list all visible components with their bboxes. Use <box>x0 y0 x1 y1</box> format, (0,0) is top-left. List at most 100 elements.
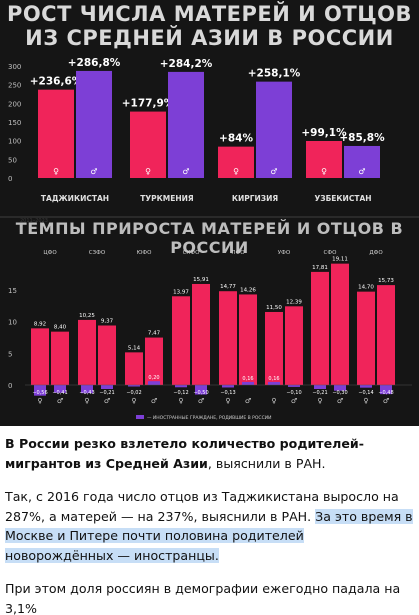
data-label-russian-born: −0,56 <box>32 390 47 396</box>
male-symbol: ♂ <box>182 167 189 176</box>
district-label: СЗФО <box>89 250 106 256</box>
bar-male <box>192 283 210 385</box>
male-symbol: ♂ <box>337 397 343 405</box>
chart2-title: ТЕМПЫ ПРИРОСТА МАТЕРЕЙ И ОТЦОВ В РОССИИ <box>15 219 404 257</box>
bar-male <box>256 81 292 178</box>
data-label: +84% <box>219 133 253 145</box>
male-symbol: ♂ <box>104 397 110 405</box>
data-label: +258,1% <box>248 68 301 80</box>
male-symbol: ♂ <box>245 397 251 405</box>
legend-label: — ИНОСТРАННЫЕ ГРАЖДАНЕ, РОДИВШИЕ В РОССИ… <box>147 415 271 421</box>
bar-russian-born <box>288 385 300 387</box>
male-symbol: ♂ <box>383 397 389 405</box>
bar-russian-born <box>128 385 140 387</box>
bar-male <box>145 337 163 385</box>
bar-female <box>306 141 342 178</box>
data-label-russian-born: −0,41 <box>52 390 67 396</box>
y-tick-label: 200 <box>8 100 21 108</box>
chart-image-country-growth[interactable]: РОСТ ЧИСЛА МАТЕРЕЙ И ОТЦОВ ИЗ СРЕДНЕЙ АЗ… <box>0 0 419 216</box>
data-label: +284,2% <box>160 58 213 70</box>
data-label: +177,9% <box>122 98 175 110</box>
bar-russian-born <box>334 385 346 391</box>
bar-russian-born <box>54 385 66 393</box>
data-label: +286,8% <box>68 57 121 69</box>
legend-swatch <box>136 415 144 419</box>
data-label-russian-born: −0,21 <box>99 390 114 396</box>
chart-title-line1: РОСТ ЧИСЛА МАТЕРЕЙ И ОТЦОВ <box>6 2 413 26</box>
bar-male <box>76 70 112 178</box>
category-label: КИРГИЗИЯ <box>232 194 279 203</box>
data-label-russian-born: −0,14 <box>358 390 373 396</box>
district-label: УФО <box>278 250 291 256</box>
y-tick-label: 10 <box>8 319 17 327</box>
bar-male <box>285 306 303 385</box>
data-label: 7,47 <box>148 331 161 337</box>
male-symbol: ♂ <box>358 167 365 176</box>
y-tick-label: 150 <box>8 119 21 127</box>
female-symbol: ♀ <box>53 167 59 176</box>
bar-russian-born <box>360 385 372 388</box>
country-bar-chart: 0 50 100 150 200 250 300 +236,6% ♀ +286,8% ♂ ТАДЖИК… <box>8 57 385 203</box>
data-label: 8,92 <box>34 321 46 327</box>
bar-russian-born <box>242 381 254 385</box>
female-symbol: ♀ <box>321 167 327 176</box>
bar-female <box>172 296 190 385</box>
bar-male <box>331 263 349 385</box>
bar-russian-born <box>148 381 160 385</box>
data-label: 10,25 <box>79 313 95 319</box>
data-label: 11,50 <box>266 305 282 311</box>
y-tick-label: 0 <box>8 175 12 183</box>
post-paragraph-2-text: Так, с 2016 года число отцов из Таджикис… <box>5 489 399 524</box>
female-symbol: ♀ <box>145 167 151 176</box>
y-tick-label: 50 <box>8 156 17 164</box>
data-label: 17,81 <box>312 265 328 271</box>
female-symbol: ♀ <box>233 167 239 176</box>
male-symbol: ♂ <box>57 397 63 405</box>
data-label: 12,39 <box>286 299 302 305</box>
bar-female <box>31 328 49 385</box>
data-label-russian-born: −0,13 <box>220 390 235 396</box>
female-symbol: ♀ <box>225 397 230 405</box>
data-label-russian-born: 0,16 <box>242 376 253 382</box>
bar-female <box>218 146 254 178</box>
data-label-russian-born: −0,48 <box>378 390 393 396</box>
data-label-russian-born: −0,12 <box>173 390 188 396</box>
post-bold-lead: В России резко взлетело количество родит… <box>5 436 364 471</box>
bar-male <box>98 325 116 385</box>
post-paragraph-3-text: При этом доля россиян в демографии ежего… <box>5 581 401 615</box>
data-label-russian-born: −0,30 <box>332 390 347 396</box>
bar-russian-born <box>268 381 280 385</box>
bar-russian-born <box>81 385 93 394</box>
data-label: 14,77 <box>220 284 236 290</box>
district-label: ЦФО <box>43 250 57 256</box>
chart-title-line2: ИЗ СРЕДНЕЙ АЗИИ В РОССИИ <box>25 26 394 50</box>
district-bar-chart: 051015ЦФО8,92−0,56♀8,40−0,41♂СЗФО10,25−0… <box>8 250 412 421</box>
bar-male <box>377 285 395 385</box>
bar-male <box>168 71 204 178</box>
data-label: 15,73 <box>378 278 394 284</box>
bar-female <box>357 291 375 385</box>
chart-image-district-growth[interactable]: ТЕМПЫ ПРИРОСТА МАТЕРЕЙ И ОТЦОВ В РОССИИ … <box>0 216 419 426</box>
y-tick-label: 5 <box>8 350 12 358</box>
data-label: +236,6% <box>30 76 83 88</box>
bar-female <box>219 291 237 385</box>
chart2-period: 2011–2023 <box>20 218 48 224</box>
bar-russian-born <box>195 385 207 395</box>
female-symbol: ♀ <box>84 397 89 405</box>
data-label: 9,37 <box>101 319 114 325</box>
post-text: В России резко взлетело количество родит… <box>5 434 415 615</box>
bar-male <box>344 145 380 178</box>
y-tick-label: 100 <box>8 138 21 146</box>
female-symbol: ♀ <box>271 397 276 405</box>
bar-russian-born <box>380 385 392 395</box>
bar-female <box>78 319 96 385</box>
bar-female <box>125 352 143 385</box>
post-paragraph-1: В России резко взлетело количество родит… <box>5 434 415 473</box>
data-label-russian-born: 0,16 <box>268 376 279 382</box>
data-label: 5,14 <box>128 345 141 351</box>
bar-female <box>38 89 74 178</box>
y-tick-label: 0 <box>8 382 12 390</box>
district-label: ПФО <box>231 250 245 256</box>
male-symbol: ♂ <box>291 397 297 405</box>
post-paragraph-3: При этом доля россиян в демографии ежего… <box>5 579 415 615</box>
